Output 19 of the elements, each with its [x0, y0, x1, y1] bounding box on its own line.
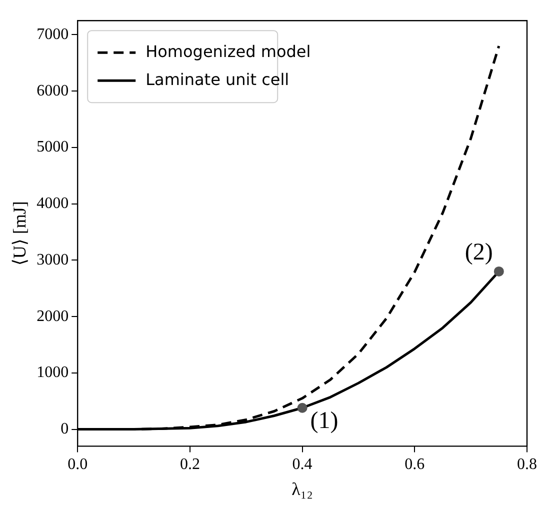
x-tick-label: 0.8	[517, 456, 537, 474]
y-tick-label: 0	[60, 420, 69, 438]
x-tick-label: 0.2	[180, 456, 200, 474]
y-tick-label: 6000	[36, 82, 69, 100]
y-axis-title: ⟨U⟩ [mJ]	[10, 201, 30, 266]
y-tick-label: 7000	[36, 26, 69, 43]
y-tick-label: 4000	[36, 195, 69, 212]
x-tick-label: 0.4	[292, 456, 312, 474]
x-axis-title: λ₁₂	[292, 478, 313, 499]
y-tick-label: 3000	[36, 251, 69, 268]
y-tick-label: 2000	[36, 308, 69, 325]
x-tick-label: 0.6	[404, 456, 425, 474]
x-tick-label: 0.0	[68, 456, 88, 474]
annotation: (2)	[464, 240, 493, 266]
annotation: (1)	[310, 408, 338, 434]
y-tick-label: 1000	[36, 364, 69, 382]
legend-label: Laminate unit cell	[146, 70, 290, 89]
y-tick-label: 5000	[36, 138, 69, 156]
legend-label: Homogenized model	[146, 42, 311, 61]
